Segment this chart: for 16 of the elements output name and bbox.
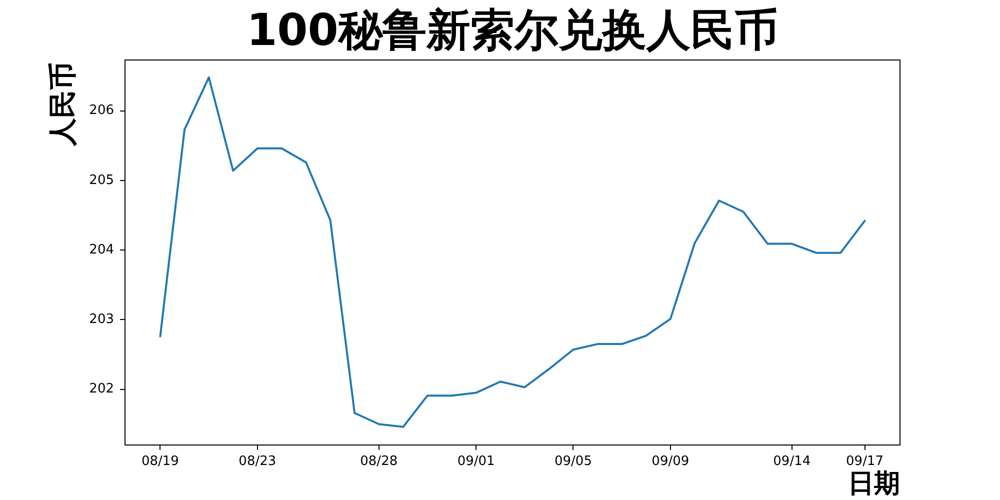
x-tick-label: 08/23 bbox=[238, 454, 276, 470]
y-tick-label: 205 bbox=[89, 172, 114, 188]
y-tick-label: 206 bbox=[89, 103, 114, 118]
chart-title: 100秘鲁新索尔兑换人民币 bbox=[246, 4, 780, 58]
y-tick-label: 204 bbox=[89, 242, 114, 258]
x-axis-title: 日期 bbox=[848, 468, 900, 500]
x-tick-label: 08/19 bbox=[141, 454, 179, 470]
y-axis-title: 人民币 bbox=[46, 62, 80, 146]
x-tick-label: 08/28 bbox=[360, 454, 398, 470]
y-tick-label: 202 bbox=[89, 382, 114, 397]
x-tick-label: 09/05 bbox=[554, 454, 592, 470]
x-tick-label: 09/17 bbox=[846, 454, 884, 470]
x-tick-label: 09/14 bbox=[773, 454, 811, 470]
y-tick-label: 203 bbox=[89, 312, 114, 328]
x-tick-label: 09/01 bbox=[457, 454, 495, 470]
x-tick-label: 09/09 bbox=[652, 454, 690, 470]
